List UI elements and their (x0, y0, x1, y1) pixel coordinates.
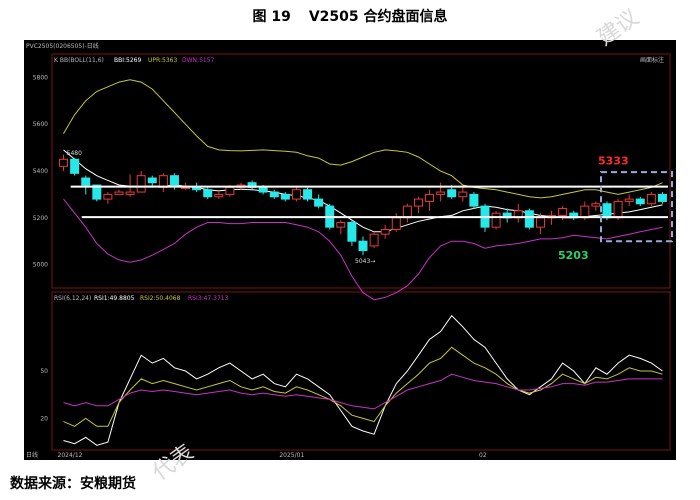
rsi-y-tick-20: 20 (40, 415, 48, 422)
candle-body-7 (136, 175, 146, 193)
boll-upper-line (63, 79, 663, 199)
figure-title: 图 19 V2505 合约盘面信息 (0, 6, 700, 26)
x-axis-label: 日线 (26, 451, 38, 459)
candle-body-9 (158, 175, 168, 188)
candle-body-25 (336, 221, 346, 228)
candle-body-4 (103, 193, 113, 200)
main-indicator-label: K BB(BOLL(11,6) (54, 57, 104, 64)
level-label-5333: 5333 (598, 155, 629, 168)
x-tick-20: 2025/01 (279, 452, 304, 459)
candle-body-54 (657, 193, 667, 202)
candle-body-22 (303, 189, 313, 200)
price-callout-27: 5043→ (355, 258, 375, 265)
rsi-y-tick-50: 50 (40, 368, 48, 375)
kline-chart: PVC2505(0206505)-日线 K BB(BOLL(11,6) BBI:52… (24, 40, 676, 460)
highlight-box (600, 171, 673, 243)
symbol-label: PVC2505(0206505)-日线 (26, 42, 99, 50)
candle-body-1 (70, 158, 80, 174)
candle-body-3 (92, 184, 102, 200)
candle-body-21 (291, 189, 301, 200)
main-y-tick-5600: 5600 (33, 121, 48, 128)
candle-body-36 (458, 191, 468, 198)
candle-body-29 (380, 229, 390, 235)
candle-body-51 (624, 198, 634, 202)
candle-body-23 (314, 198, 324, 207)
data-source: 数据来源：安粮期货 (10, 476, 136, 492)
rsi2-label: RSI2:50.4068 (140, 295, 181, 302)
candle-body-20 (280, 193, 290, 200)
boll-lower-line (63, 198, 663, 301)
x-tick-0: 2024/12 (58, 452, 83, 459)
main-panel-frame (51, 53, 671, 289)
boll-lower-label: DWN:5157 (182, 57, 215, 64)
candle-body-5 (114, 191, 124, 195)
candle-body-30 (391, 217, 401, 231)
candle-body-0 (59, 158, 69, 167)
candle-body-13 (203, 189, 213, 198)
candle-body-18 (258, 186, 268, 193)
candle-body-32 (413, 198, 423, 207)
figure-number: 图 19 (252, 9, 291, 25)
main-y-tick-5400: 5400 (33, 168, 48, 175)
chart-background (24, 40, 676, 460)
candle-body-53 (646, 193, 656, 205)
candle-body-34 (436, 191, 446, 195)
candle-body-10 (169, 175, 179, 186)
rsi-line-rsi2 (63, 346, 663, 427)
candle-body-50 (613, 200, 623, 219)
level-label-5203: 5203 (558, 249, 589, 262)
rsi1-label: RSI1:49.8805 (94, 295, 135, 302)
candle-body-37 (469, 193, 479, 207)
candle-body-52 (635, 198, 645, 205)
candle-body-15 (225, 186, 235, 195)
candle-body-33 (425, 193, 435, 202)
candle-body-45 (558, 207, 568, 216)
right-tag: 画面标注 (640, 56, 664, 64)
candle-body-35 (447, 189, 457, 198)
price-callout-1: 5480 (67, 150, 82, 157)
candle-body-39 (491, 212, 501, 228)
main-y-tick-5200: 5200 (33, 215, 48, 222)
candle-body-12 (192, 186, 202, 191)
candle-body-28 (369, 233, 379, 247)
candle-body-27 (358, 240, 368, 252)
rsi-line-rsi1 (63, 314, 663, 446)
candle-body-6 (125, 191, 135, 195)
rsi-line-rsi3 (63, 373, 663, 410)
boll-upper-label: UPR:5363 (148, 57, 177, 64)
candle-body-42 (524, 210, 534, 228)
x-tick-38: 02 (479, 452, 487, 459)
boll-mid-label: BBI:5269 (114, 57, 141, 64)
candle-body-19 (269, 191, 279, 198)
candle-body-2 (81, 177, 91, 186)
main-y-tick-5800: 5800 (33, 74, 48, 81)
candle-body-31 (402, 205, 412, 219)
candle-body-48 (591, 203, 601, 207)
candle-body-49 (602, 203, 612, 219)
candle-body-43 (535, 217, 545, 228)
rsi-indicator-label: RSI(6,12,24) (54, 295, 91, 302)
candle-body-8 (147, 177, 157, 184)
rsi-panel-frame (51, 291, 671, 451)
main-y-tick-5000: 5000 (33, 262, 48, 269)
candle-body-14 (214, 193, 224, 198)
figure-caption: V2505 合约盘面信息 (308, 9, 448, 25)
rsi3-label: RSI3:47.3713 (188, 295, 229, 302)
candle-body-47 (580, 205, 590, 219)
candle-body-26 (347, 221, 357, 242)
